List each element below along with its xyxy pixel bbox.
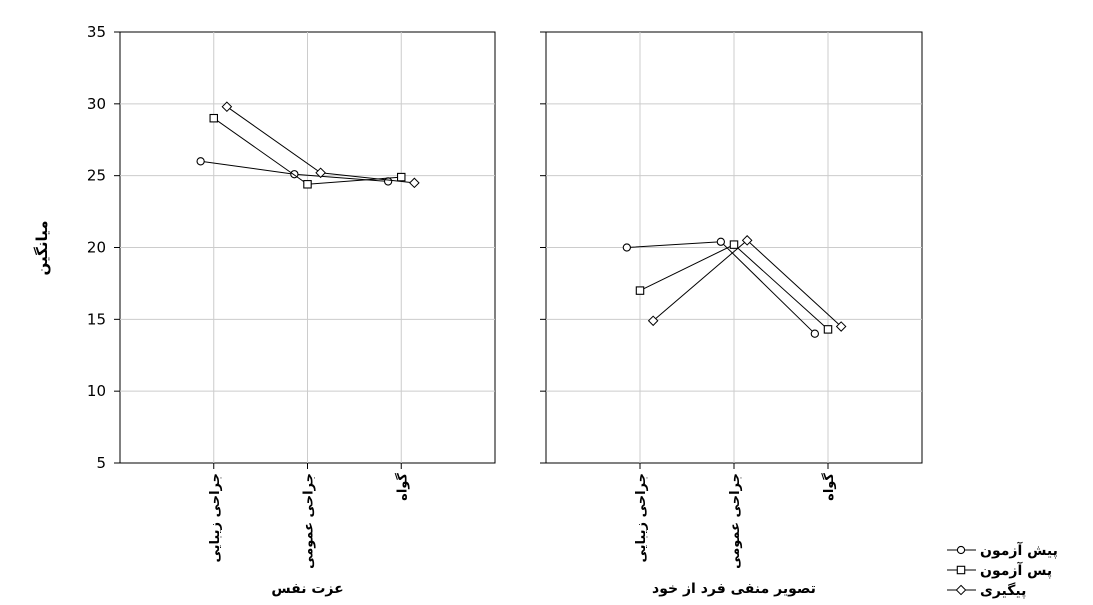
data-point bbox=[221, 101, 233, 113]
data-point bbox=[729, 240, 739, 249]
y-tick-label: 5 bbox=[96, 454, 106, 472]
legend: پیش آزمون پس آزمون پیگیری bbox=[947, 541, 1058, 599]
y-tick-label: 15 bbox=[87, 310, 106, 328]
y-tick-label: 30 bbox=[87, 95, 106, 113]
legend-item: پس آزمون bbox=[947, 561, 1052, 579]
data-point bbox=[383, 177, 393, 186]
series-1 bbox=[622, 237, 819, 338]
y-tick-label: 10 bbox=[87, 382, 106, 400]
x-axis-label: تصویر منفی فرد از خود bbox=[652, 581, 816, 597]
data-point bbox=[315, 167, 326, 179]
y-axis-label: میانگین bbox=[33, 220, 51, 275]
x-tick-label: جراحی زیبایی bbox=[634, 473, 649, 563]
legend-marker bbox=[956, 545, 966, 555]
x-tick-label: گواه bbox=[821, 473, 837, 501]
legend-label: پیگیری bbox=[980, 582, 1026, 599]
y-tick-label: 20 bbox=[87, 239, 106, 257]
series-layer bbox=[196, 101, 847, 338]
data-point bbox=[647, 315, 659, 327]
data-point bbox=[409, 177, 420, 189]
x-tick-label: جراحی عمومی bbox=[302, 473, 317, 569]
x-tick-label: جراحی عمومی bbox=[728, 473, 743, 569]
data-point bbox=[396, 172, 406, 182]
axes-layer: 5 10 15 20 25 30 35 جراحی زیبایی جراحی عمومی گواه… bbox=[87, 23, 923, 597]
legend-item: پیگیری bbox=[947, 582, 1026, 599]
data-point bbox=[635, 286, 645, 295]
legend-item: پیش آزمون bbox=[947, 541, 1058, 559]
series-2 bbox=[209, 113, 406, 189]
data-point bbox=[196, 157, 205, 166]
data-point bbox=[835, 321, 847, 332]
data-point bbox=[622, 243, 631, 252]
series-3 bbox=[647, 235, 847, 332]
legend-label: پس آزمون bbox=[980, 561, 1052, 579]
series-3 bbox=[221, 101, 420, 189]
data-point bbox=[810, 329, 819, 338]
data-point bbox=[823, 325, 833, 334]
y-tick-label: 35 bbox=[87, 23, 106, 41]
panel-2: جراحی زیبایی جراحی عمومی گواه تصویر منفی فر… bbox=[540, 31, 923, 597]
x-tick-label: گواه bbox=[394, 473, 410, 501]
y-tick-label: 25 bbox=[87, 167, 106, 185]
x-tick-label: جراحی زیبایی bbox=[208, 473, 223, 563]
x-axis-label: عزت نفس bbox=[271, 581, 343, 597]
data-point bbox=[741, 235, 753, 246]
series-2 bbox=[635, 240, 833, 334]
panel-1: 5 10 15 20 25 30 35 جراحی زیبایی جراحی عمومی گواه… bbox=[87, 23, 496, 597]
data-point bbox=[716, 237, 725, 246]
legend-label: پیش آزمون bbox=[980, 541, 1058, 559]
data-point bbox=[209, 113, 219, 123]
legend-marker bbox=[955, 584, 967, 596]
series-line bbox=[652, 239, 842, 327]
legend-marker bbox=[956, 565, 966, 575]
data-point bbox=[303, 180, 312, 189]
series-1 bbox=[196, 157, 393, 186]
